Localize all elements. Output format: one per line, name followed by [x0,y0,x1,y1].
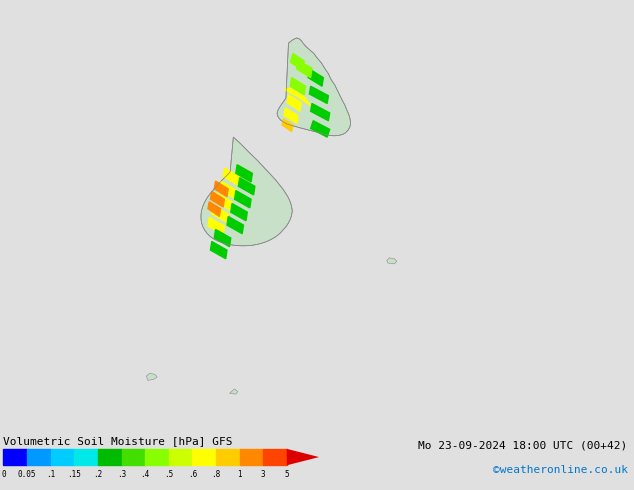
Polygon shape [297,60,312,77]
Polygon shape [387,258,397,264]
Polygon shape [235,191,251,208]
Polygon shape [51,449,74,466]
Polygon shape [98,449,122,466]
Polygon shape [231,203,247,221]
Text: .6: .6 [188,470,197,479]
Polygon shape [219,181,236,198]
Polygon shape [236,165,252,182]
Polygon shape [4,449,27,466]
Polygon shape [311,121,330,137]
Polygon shape [263,449,287,466]
Polygon shape [284,108,298,123]
Text: 3: 3 [261,470,266,479]
Text: 0: 0 [1,470,6,479]
Polygon shape [169,449,192,466]
Polygon shape [308,69,323,86]
Polygon shape [223,168,240,185]
Polygon shape [192,449,216,466]
Polygon shape [240,449,263,466]
Text: 5: 5 [285,470,289,479]
Polygon shape [208,218,224,235]
Text: Mo 23-09-2024 18:00 UTC (00+42): Mo 23-09-2024 18:00 UTC (00+42) [418,440,628,450]
Polygon shape [287,449,319,466]
Polygon shape [146,373,157,380]
Polygon shape [201,137,292,246]
Polygon shape [227,217,243,234]
Text: .1: .1 [46,470,55,479]
Polygon shape [287,95,301,111]
Text: .5: .5 [164,470,173,479]
Polygon shape [311,103,330,121]
Polygon shape [210,192,224,207]
Polygon shape [122,449,145,466]
Polygon shape [290,77,306,95]
Polygon shape [238,178,255,195]
Polygon shape [216,449,240,466]
Polygon shape [284,88,311,106]
Text: .2: .2 [93,470,103,479]
Polygon shape [145,449,169,466]
Text: .3: .3 [117,470,126,479]
Polygon shape [282,119,293,131]
Polygon shape [27,449,51,466]
Polygon shape [214,229,231,246]
Polygon shape [277,38,351,136]
Polygon shape [214,181,228,196]
Polygon shape [290,53,304,70]
Polygon shape [208,202,221,217]
Polygon shape [210,242,227,259]
Text: 0.05: 0.05 [18,470,36,479]
Polygon shape [230,389,238,394]
Text: .4: .4 [141,470,150,479]
Text: 1: 1 [237,470,242,479]
Polygon shape [74,449,98,466]
Text: Volumetric Soil Moisture [hPa] GFS: Volumetric Soil Moisture [hPa] GFS [4,436,233,446]
Polygon shape [216,193,232,210]
Text: ©weatheronline.co.uk: ©weatheronline.co.uk [493,466,628,475]
Polygon shape [212,205,228,222]
Text: .8: .8 [211,470,221,479]
Text: .15: .15 [67,470,81,479]
Polygon shape [309,86,328,103]
